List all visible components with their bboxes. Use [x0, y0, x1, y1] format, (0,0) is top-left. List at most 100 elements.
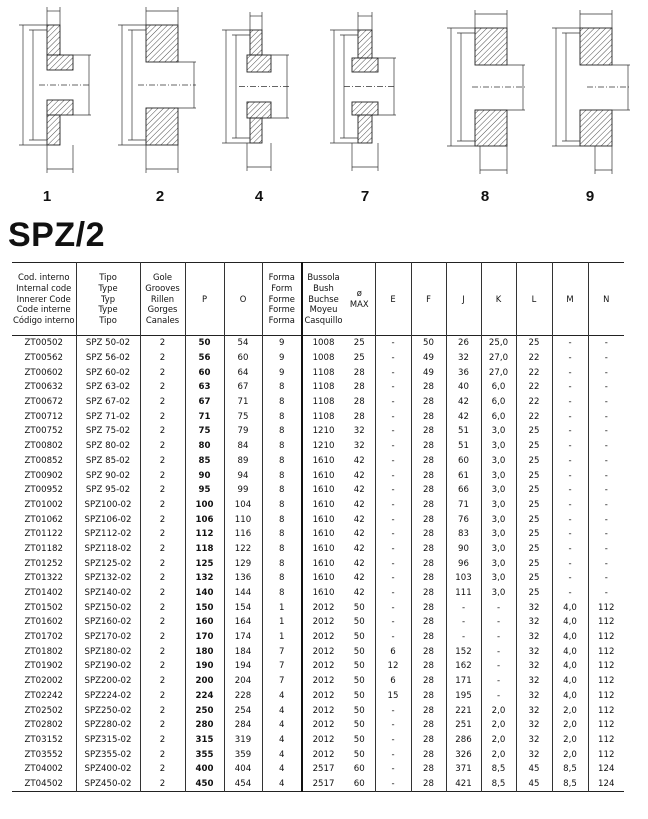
cell-m: - — [551, 335, 588, 351]
cell-l: 32 — [515, 600, 552, 616]
cell-bush: 1610 — [301, 497, 344, 513]
cell-n: - — [587, 424, 624, 439]
cell-internal-code: ZT00712 — [24, 411, 63, 422]
cell-type: SPZ 56-02 — [75, 350, 140, 366]
cell-n: 112 — [587, 703, 624, 718]
cell-internal-code: ZT00502 — [24, 338, 63, 349]
cell-l: 25 — [515, 335, 552, 351]
table-row: ZT01702 SPZ170-02 2 170 174 1 2012 50-28- -32 4,0… — [12, 629, 624, 645]
cell-o: 79 — [223, 424, 262, 439]
header-form: Forma Form Forme Forme Forma — [261, 262, 302, 336]
header-f: F — [410, 262, 446, 336]
cell-internal-code: ZT02242 — [24, 690, 63, 701]
cell-j: 71 — [445, 497, 481, 513]
cell-k: 2,0 — [480, 703, 516, 718]
cell-n: - — [587, 482, 624, 498]
cell-internal-code: ZT01322 — [24, 573, 63, 584]
header-grooves: Gole Grooves Rillen Gorges Canales — [139, 262, 185, 336]
cell-m: 2,0 — [551, 732, 588, 748]
cell-m: - — [551, 438, 588, 454]
cell-n: - — [587, 380, 624, 395]
table-row: ZT01122 SPZ112-02 2 112 116 8 1610 42-28 83 3,0 25… — [12, 526, 624, 542]
cell-bush: 1108 — [301, 365, 344, 381]
cell-internal-code: ZT02802 — [24, 720, 63, 731]
cell-f: 28 — [410, 761, 446, 777]
cell-l: 25 — [515, 424, 552, 439]
cell-type: SPZ 80-02 — [75, 438, 140, 454]
page-title: SPZ/2 — [8, 216, 105, 254]
cell-form: 8 — [261, 526, 302, 542]
table-row: ZT04502 SPZ450-02 2 450 454 4 2517 60-28 421 8,5 4… — [12, 776, 624, 792]
table-row: ZT01902 SPZ190-02 2 190 194 7 2012 50 12 28 162-32… — [12, 659, 624, 674]
cell-m: - — [551, 365, 588, 381]
cell-o: 144 — [223, 585, 262, 601]
cell-f: 28 — [410, 497, 446, 513]
table-row: ZT01602 SPZ160-02 2 160 164 1 2012 50-28- -32 4,0… — [12, 615, 624, 630]
cell-k: - — [480, 659, 516, 674]
cell-type: SPZ118-02 — [75, 541, 140, 557]
figure-label-1: 1 — [42, 188, 52, 205]
cell-p: 355 — [184, 747, 224, 762]
cell-bush: 1008 — [301, 350, 344, 366]
cell-m: 2,0 — [551, 717, 588, 733]
cell-internal-code: ZT03152 — [24, 734, 63, 745]
cell-k: 27,0 — [480, 365, 516, 381]
header-line: Forme — [268, 293, 295, 304]
cell-l: 25 — [515, 482, 552, 498]
cell-p: 150 — [184, 600, 224, 616]
table-row: ZT01802 SPZ180-02 2 180 184 7 2012 50 6 28 152-32 4… — [12, 644, 624, 660]
cell-e: - — [374, 629, 411, 645]
cell-grooves: 2 — [139, 688, 185, 704]
cell-bush: 1610 — [301, 556, 344, 571]
header-line: N — [603, 293, 610, 304]
cell-form: 4 — [261, 747, 302, 762]
cell-j: 421 — [445, 776, 481, 792]
cell-n: 112 — [587, 629, 624, 645]
cell-n: - — [587, 350, 624, 366]
cell-max-diameter: 28 — [353, 367, 365, 378]
cell-bush: 2012 — [301, 703, 344, 718]
header-o: O — [223, 262, 262, 336]
cell-p: 180 — [184, 644, 224, 660]
cell-l: 25 — [515, 571, 552, 586]
cell-internal-code: ZT04002 — [24, 764, 63, 775]
cell-p: 106 — [184, 512, 224, 527]
cell-p: 125 — [184, 556, 224, 571]
cell-grooves: 2 — [139, 571, 185, 586]
cell-o: 194 — [223, 659, 262, 674]
cell-e: - — [374, 335, 411, 351]
header-internal-code: Cod. interno Internal code Innerer Code Cod… — [12, 263, 76, 336]
cell-max-diameter: 25 — [353, 338, 365, 349]
cell-n: - — [587, 438, 624, 454]
cell-j: 96 — [445, 556, 481, 571]
cell-f: 28 — [410, 703, 446, 718]
cell-type: SPZ112-02 — [75, 526, 140, 542]
header-line: Código interno — [12, 315, 75, 326]
header-line: MAX — [349, 299, 369, 309]
cell-o: 154 — [223, 600, 262, 616]
cell-p: 63 — [184, 380, 224, 395]
cell-bush: 1210 — [301, 438, 344, 454]
cell-m: - — [551, 350, 588, 366]
cell-o: 75 — [223, 409, 262, 425]
cell-bush: 2012 — [301, 600, 344, 616]
cell-l: 32 — [515, 615, 552, 630]
cell-j: 111 — [445, 585, 481, 601]
cell-j: - — [445, 600, 481, 616]
cell-j: 195 — [445, 688, 481, 704]
cell-k: 3,0 — [480, 585, 516, 601]
cell-n: - — [587, 409, 624, 425]
cell-l: 32 — [515, 659, 552, 674]
cell-form: 7 — [261, 659, 302, 674]
table-row: ZT00802 SPZ 80-02 2 80 84 8 1210 32-28 51 3,0 25- - — [12, 438, 624, 454]
table-row: ZT03552 SPZ355-02 2 355 359 4 2012 50-28 326 2,0 3… — [12, 747, 624, 762]
hatched-section — [46, 99, 74, 116]
cell-o: 116 — [223, 526, 262, 542]
cell-o: 284 — [223, 717, 262, 733]
cell-e: - — [374, 512, 411, 527]
cell-bush: 1108 — [301, 380, 344, 395]
cell-k: 3,0 — [480, 497, 516, 513]
cell-p: 200 — [184, 673, 224, 689]
cell-form: 4 — [261, 732, 302, 748]
cell-form: 4 — [261, 703, 302, 718]
